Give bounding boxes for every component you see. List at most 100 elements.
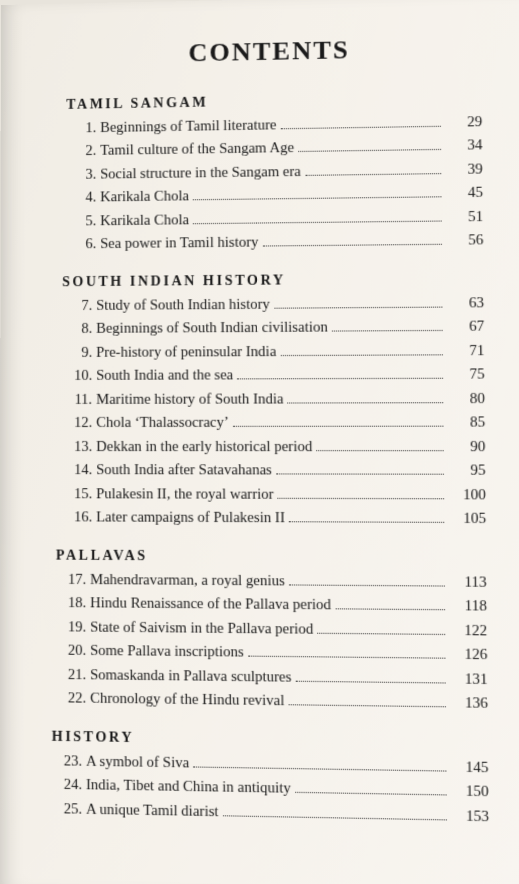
entry-page: 90 [448,436,486,460]
entry-page: 80 [447,388,485,412]
dot-leader [316,438,443,451]
dot-leader [274,295,442,309]
dot-leader [298,138,441,153]
dot-leader [193,754,446,771]
entry-number: 12. [62,412,96,436]
entry-number: 4. [66,187,100,211]
entry-page: 34 [445,135,483,159]
entry-page: 29 [445,111,483,135]
entry-title: Hindu Renaissance of the Pallava period [90,592,333,618]
toc-entry: 11.Maritime history of South India80 [62,388,485,413]
dot-leader [278,486,444,499]
entry-title: Karikala Chola [100,209,191,233]
entry-page: 105 [448,508,486,532]
entry-page: 113 [449,571,487,595]
entry-title: Somaskanda in Pallava sculptures [90,664,293,690]
entry-page: 71 [447,340,485,364]
entry-number: 17. [56,568,90,592]
toc-entry: 6.Sea power in Tamil history56 [66,230,483,258]
entry-number: 5. [66,210,100,234]
entry-page: 150 [451,780,489,805]
entry-number: 10. [62,365,96,389]
entry-title: Social structure in the Sangam era [100,161,303,187]
section-heading: SOUTH INDIAN HISTORY [62,272,484,291]
dot-leader [289,693,446,708]
entry-page: 39 [445,158,483,182]
page-title: CONTENTS [60,33,481,71]
entry-number: 16. [62,507,96,531]
dot-leader [295,780,447,796]
entry-number: 23. [52,750,86,774]
entry-page: 75 [447,364,485,388]
entry-number: 1. [66,117,100,141]
contents-page: CONTENTS TAMIL SANGAM 1.Beginnings of Tam… [0,0,519,884]
entry-title: Dekkan in the early historical period [96,436,314,460]
dot-leader [289,510,444,523]
dot-leader [288,390,444,403]
dot-leader [305,161,441,175]
sections-container: TAMIL SANGAM 1.Beginnings of Tamil litera… [60,91,489,830]
section-heading: PALLAVAS [56,548,487,567]
entry-number: 19. [56,616,90,640]
entry-page: 131 [450,668,488,693]
entry-page: 126 [449,643,487,668]
entry-number: 14. [62,459,96,483]
section-heading: TAMIL SANGAM [66,91,482,114]
entry-title: A symbol of Siva [86,750,191,776]
toc-entry: 16.Later campaigns of Pulakesin II105 [62,507,486,532]
entry-page: 95 [448,460,486,484]
dot-leader [332,319,443,332]
entry-title: Karikala Chola [100,186,191,210]
toc-entry: 13.Dekkan in the early historical period… [62,436,485,460]
entry-page: 63 [446,292,484,316]
toc-entry: 10.South India and the sea75 [62,364,485,389]
dot-leader [276,462,444,475]
dot-leader [280,114,440,129]
entry-title: Mahendravarman, a royal genius [90,569,287,594]
entry-page: 45 [445,182,483,206]
toc-entry: 15.Pulakesin II, the royal warrior100 [62,483,486,508]
dot-leader [237,366,443,379]
toc-entry: 17.Mahendravarman, a royal genius 113 [56,568,487,595]
entry-number: 8. [62,318,96,342]
entry-number: 3. [66,164,100,188]
entry-page: 67 [447,316,485,340]
toc-entry: 7.Study of South Indian history63 [62,292,484,318]
entry-title: Tamil culture of the Sangam Age [100,138,296,164]
dot-leader [296,668,446,683]
entry-page: 122 [449,619,487,644]
entry-page: 100 [448,484,486,508]
entry-title: South India after Satavahanas [96,459,274,483]
entry-page: 85 [447,412,485,436]
entry-number: 6. [66,234,100,258]
entry-title: Beginnings of Tamil literature [100,114,278,140]
dot-leader [317,621,445,635]
entry-title: A unique Tamil diarist [86,798,221,825]
dot-leader [223,803,447,820]
entry-title: State of Saivism in the Pallava period [90,616,315,642]
entry-title: Pulakesin II, the royal warrior [96,483,275,507]
toc-entry: 9.Pre-history of peninsular India 71 [62,340,484,366]
entry-title: Study of South Indian history [96,294,272,319]
dot-leader [335,597,445,611]
section-heading: HISTORY [52,729,489,752]
entry-number: 21. [56,663,90,687]
entry-title: Chronology of the Hindu revival [90,688,287,715]
dot-leader [263,232,442,246]
dot-leader [248,644,446,659]
entry-number: 9. [62,342,96,366]
dot-leader [233,414,444,427]
toc-entry: 14.South India after Satavahanas 95 [62,459,486,483]
entry-title: Chola ‘Thalassocracy’ [96,412,231,436]
entry-page: 145 [450,756,488,781]
entry-number: 18. [56,592,90,616]
toc-entry: 22.Chronology of the Hindu revival136 [56,687,488,717]
entry-number: 2. [66,140,100,164]
entry-number: 25. [52,797,86,822]
entry-title: Some Pallava inscriptions [90,640,246,666]
entry-title: Pre-history of peninsular India [96,341,278,365]
entry-number: 11. [62,389,96,413]
entry-title: India, Tibet and China in antiquity [86,774,293,802]
entry-page: 153 [451,805,489,830]
toc-entry: 12.Chola ‘Thalassocracy’ 85 [62,412,485,436]
